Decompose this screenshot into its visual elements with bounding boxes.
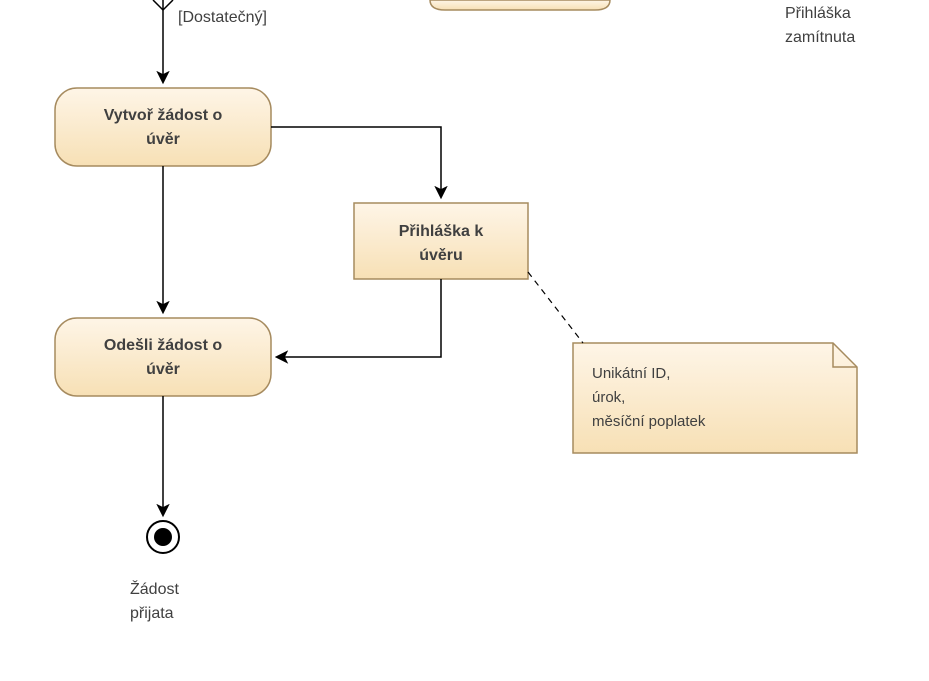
activity-diagram: [Dostatečný] Přihláška zamítnuta Vytvoř … (0, 0, 929, 681)
incoming-edge (153, 0, 173, 82)
note-application-attributes: Unikátní ID, úrok, měsíční poplatek (573, 343, 857, 453)
final-label-line2: přijata (130, 605, 174, 622)
activity-send-line1: Odešli žádost o (104, 337, 222, 354)
activity-create-line2: úvěr (146, 131, 180, 148)
activity-create-loan-request: Vytvoř žádost o úvěr (55, 88, 271, 166)
partial-activity-top (430, 0, 610, 10)
note-line3: měsíční poplatek (592, 413, 706, 430)
final-node-accepted: Žádost přijata (130, 521, 179, 622)
svg-text:Přihláška: Přihláška (785, 5, 851, 22)
object-loan-application: Přihláška k úvěru (354, 203, 528, 279)
edge-object-to-note (528, 272, 583, 343)
activity-create-line1: Vytvoř žádost o (104, 107, 223, 124)
edge-create-to-object (271, 127, 441, 197)
object-app-line2: úvěru (419, 247, 463, 264)
activity-send-line2: úvěr (146, 361, 180, 378)
note-line2: úrok, (592, 389, 625, 406)
guard-label: [Dostatečný] (178, 9, 267, 26)
note-line1: Unikátní ID, (592, 365, 670, 382)
activity-send-loan-request: Odešli žádost o úvěr (55, 318, 271, 396)
edge-object-to-send (277, 279, 441, 357)
final-label-line1: Žádost (130, 579, 179, 598)
object-app-line1: Přihláška k (399, 223, 484, 240)
svg-text:zamítnuta: zamítnuta (785, 29, 855, 46)
rejected-label: Přihláška zamítnuta (785, 5, 855, 46)
